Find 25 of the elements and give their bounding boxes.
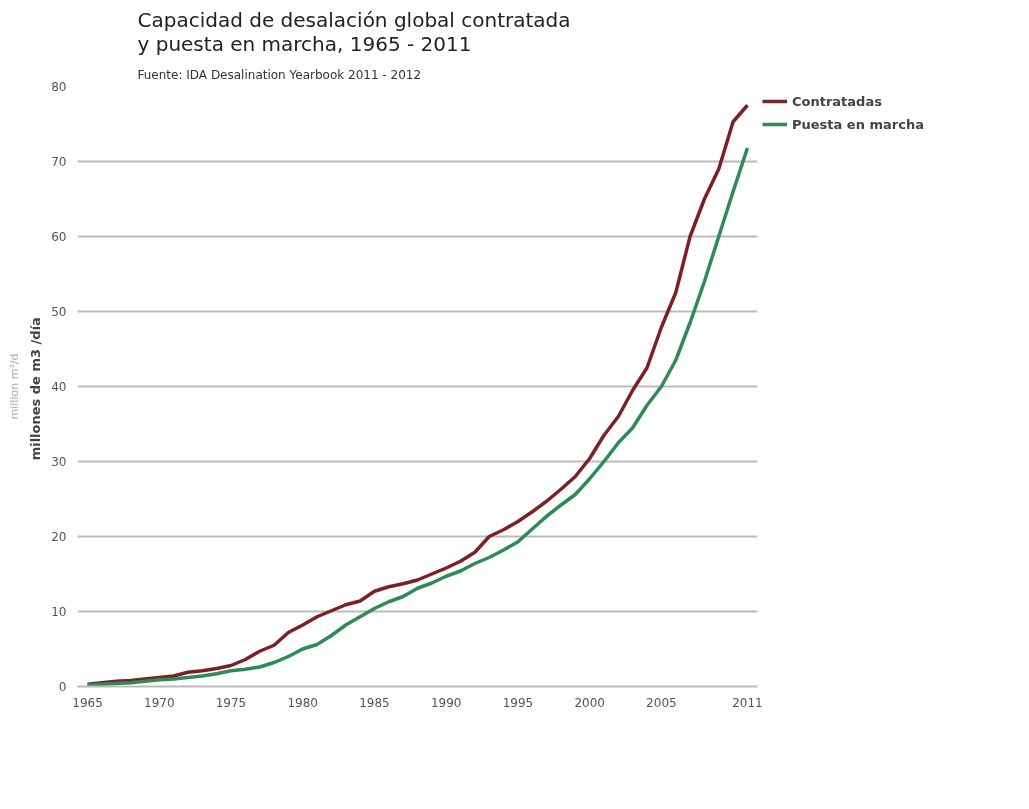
y-tick-label: 10 [51,605,67,619]
x-tick-label: 2011 [732,695,763,710]
y-tick-label: 60 [51,230,67,244]
y-tick-label: 80 [51,80,67,94]
x-tick-label: 1995 [502,695,534,710]
y-tick-label: 70 [51,155,67,169]
y-axis-title: millones de m3 /día [28,317,44,461]
chart-subtitle: Fuente: IDA Desalination Yearbook 2011 - 2012 [137,67,422,82]
legend-label: Puesta en marcha [792,116,924,132]
y-tick-label: 0 [58,680,67,694]
legend-label: Contratadas [792,93,882,109]
chart-title: Capacidad de desalación global contratada y puesta en marcha, 1965 - 2011 [137,7,571,56]
y-tick-label: 40 [51,380,67,394]
x-tick-label: 1985 [359,695,390,710]
x-tick-label: 2000 [574,695,605,710]
y-tick-label: 20 [51,530,67,544]
y-tick-label: 50 [51,305,67,319]
y-tick-label: 30 [51,455,67,469]
x-tick-label: 1990 [430,695,462,710]
x-tick-label: 1980 [287,695,319,710]
text: million m³/d [7,353,21,420]
x-tick-label: 1965 [72,695,103,710]
x-tick-label: 1970 [144,695,175,710]
x-tick-label: 1975 [215,695,247,710]
x-tick-label: 2005 [646,695,677,710]
